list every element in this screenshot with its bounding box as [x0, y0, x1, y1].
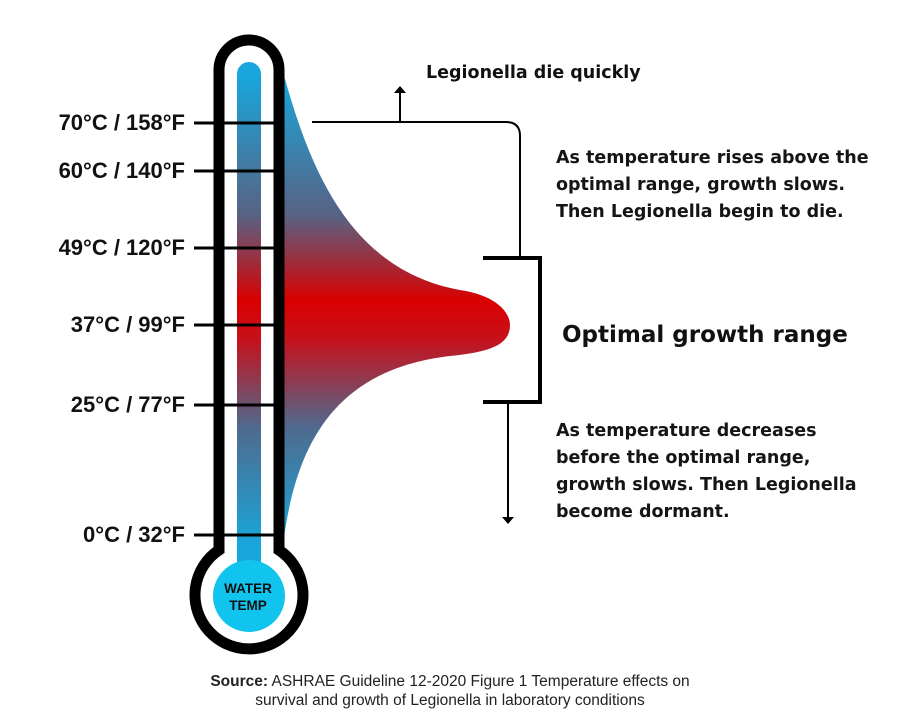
above-range-note: As temperature rises above the optimal r…: [556, 145, 869, 226]
temp-label-70c: 70°C / 158°F: [58, 110, 185, 135]
below-range-line: growth slows. Then Legionella: [556, 475, 857, 495]
below-range-line: As temperature decreases: [556, 421, 817, 441]
tick-lines: [194, 121, 275, 537]
bulb-label-line2: TEMP: [229, 598, 267, 613]
above-range-line: Then Legionella begin to die.: [556, 202, 844, 222]
source-line1: ASHRAE Guideline 12-2020 Figure 1 Temper…: [271, 673, 690, 690]
above-range-line: optimal range, growth slows.: [556, 175, 846, 195]
upper-connector: [312, 121, 521, 258]
above-range-line: As temperature rises above the: [556, 148, 869, 168]
optimal-range-label: Optimal growth range: [562, 322, 848, 348]
below-range-line: become dormant.: [556, 502, 730, 522]
thermometer-fluid: [237, 62, 261, 582]
temp-label-49c: 49°C / 120°F: [58, 235, 185, 260]
below-range-note: As temperature decreases before the opti…: [556, 418, 857, 526]
down-arrow-icon: [502, 517, 514, 524]
source-label: Source:: [210, 673, 269, 690]
up-arrow-icon: [394, 86, 406, 93]
thermometer-bulb: [213, 560, 285, 632]
die-quickly-label: Legionella die quickly: [426, 63, 641, 83]
temp-label-37c: 37°C / 99°F: [70, 312, 185, 337]
bulb-label-line1: WATER: [224, 581, 272, 596]
growth-curve: [283, 72, 510, 545]
temp-label-25c: 25°C / 77°F: [70, 392, 185, 417]
temp-label-60c: 60°C / 140°F: [58, 158, 185, 183]
below-range-line: before the optimal range,: [556, 448, 811, 468]
optimal-bracket: [483, 256, 542, 404]
temp-label-0c: 0°C / 32°F: [83, 522, 185, 547]
source-caption: Source: ASHRAE Guideline 12-2020 Figure …: [100, 672, 800, 710]
source-line2: survival and growth of Legionella in lab…: [255, 692, 645, 709]
